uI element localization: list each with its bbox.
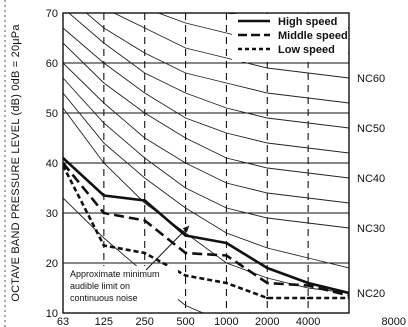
nc-curve-4 [63, 62, 349, 204]
nc-curve-7 [68, 13, 349, 129]
series-0-point-2 [143, 199, 147, 202]
series-1-point-5 [265, 281, 269, 285]
y-tick-labels: 10 20 30 40 50 60 70 [46, 8, 58, 320]
x-tick-5: 2000 [255, 316, 279, 327]
annotation-line-2: audible limit on [70, 281, 130, 291]
series-2-point-2 [143, 251, 147, 255]
nc-curve-1 [63, 107, 349, 294]
series-1-point-3 [184, 251, 187, 255]
annotation-line-1: Approximate minimum [70, 269, 160, 279]
series-0-point-3 [184, 234, 187, 237]
x-tick-6: 4000 [296, 316, 320, 327]
series-1-point-4 [225, 254, 228, 257]
annotation-box [66, 266, 178, 308]
y-tick-2: 30 [46, 208, 58, 220]
y-tick-0: 10 [46, 308, 58, 320]
x-tick-2: 250 [136, 316, 154, 327]
series-0-point-4 [225, 241, 228, 245]
nc-label-5: NC40 [357, 173, 385, 185]
x-tick-4: 1000 [214, 316, 238, 327]
y-axis-label: OCTAVE BAND PRESSURE LEVEL (dB) 0dB = 20… [10, 24, 22, 302]
plot-frame [62, 12, 350, 314]
series-lines [63, 156, 349, 300]
series-2-point-1 [102, 244, 106, 247]
series-2-point-5 [265, 296, 269, 300]
series-line-2 [63, 164, 349, 300]
nc-label-3: NC30 [357, 223, 385, 235]
legend-label-high: High speed [278, 16, 337, 28]
nc-label-1: NC20 [357, 288, 385, 300]
series-1-point-6 [306, 284, 310, 287]
x-tick-labels: 63 125 250 500 1000 2000 4000 8000 [57, 316, 406, 327]
audible-limit-annotation: Approximate minimum audible limit on con… [66, 225, 190, 308]
series-2-point-4 [225, 281, 228, 285]
series-0-point-5 [265, 266, 269, 270]
series-0-point-6 [306, 281, 310, 285]
x-tick-7: 8000 [382, 316, 406, 327]
nc-labels: NC20 NC30 NC40 NC50 NC60 [357, 73, 385, 300]
x-tick-1: 125 [95, 316, 113, 327]
nc-curve-0 [63, 197, 205, 313]
series-2-point-6 [306, 296, 310, 300]
y-tick-4: 50 [46, 108, 58, 120]
annotation-line-3: continuous noise [70, 293, 138, 303]
series-0-point-1 [102, 194, 106, 197]
series-2-point-3 [184, 274, 187, 277]
y-tick-6: 70 [46, 8, 58, 20]
legend: High speed Middle speed Low speed [232, 14, 348, 62]
nc-label-9: NC60 [357, 73, 385, 85]
nc-curve-3 [63, 77, 349, 229]
annotation-arrow [145, 225, 190, 271]
nc-curve-5 [63, 42, 349, 179]
nc-label-7: NC50 [357, 123, 385, 135]
legend-label-low: Low speed [278, 44, 335, 56]
nc-curve-8 [85, 13, 349, 104]
series-line-0 [63, 157, 349, 295]
nc-curves [63, 13, 349, 313]
x-tick-3: 500 [176, 316, 194, 327]
y-tick-5: 60 [46, 58, 58, 70]
y-tick-3: 40 [46, 158, 58, 170]
nc-curve-2 [63, 92, 349, 269]
nc-curve-6 [63, 27, 349, 154]
legend-label-middle: Middle speed [278, 30, 348, 42]
series-1-point-2 [143, 219, 147, 222]
y-tick-1: 20 [46, 258, 58, 270]
series-1-point-1 [102, 211, 106, 215]
x-tick-0: 63 [57, 316, 69, 327]
nc-curve-9 [113, 13, 349, 79]
